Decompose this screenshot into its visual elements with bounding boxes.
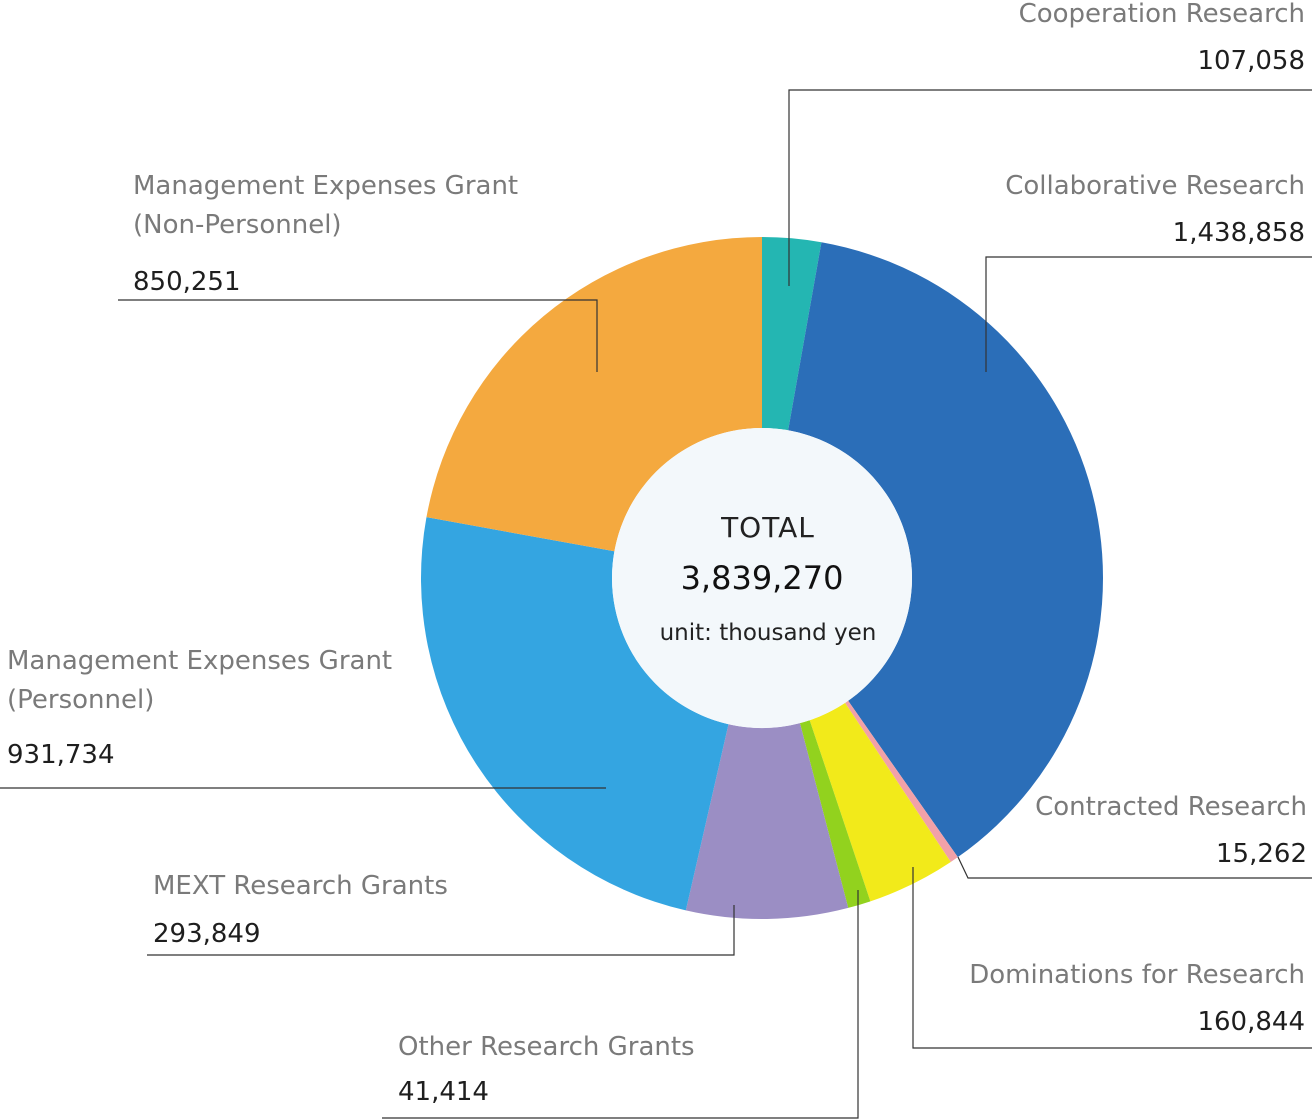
label-name-dominations-for-research: Dominations for Research bbox=[969, 960, 1305, 990]
leader-line-mext-research-grants bbox=[147, 905, 735, 956]
label-value-collaborative-research: 1,438,858 bbox=[1173, 218, 1305, 248]
slice-management-expenses-grant-non-personnel bbox=[426, 237, 762, 552]
label-name-collaborative-research: Collaborative Research bbox=[1005, 171, 1305, 201]
label-value-other-research-grants: 41,414 bbox=[398, 1077, 489, 1107]
leader-line-contracted-research bbox=[957, 856, 1312, 879]
leader-line-management-expenses-grant-non-personnel bbox=[118, 299, 598, 372]
leader-line-collaborative-research bbox=[985, 256, 1312, 372]
slice-cooperation-research bbox=[762, 237, 822, 431]
labels-group: Cooperation Research 107,058 Collaborative… bbox=[7, 0, 1307, 1107]
leader-lines-group bbox=[0, 89, 1312, 1119]
label-value-contracted-research: 15,262 bbox=[1216, 839, 1307, 869]
label-value-cooperation-research: 107,058 bbox=[1197, 46, 1305, 76]
label-name-management-expenses-grant-personnel: Management Expenses Grant bbox=[7, 646, 392, 676]
slice-collaborative-research bbox=[788, 242, 1103, 858]
label-name-contracted-research: Contracted Research bbox=[1035, 792, 1307, 822]
center-total-value: 3,839,270 bbox=[681, 559, 844, 597]
label-name-management-expenses-grant-non-personnel: (Non-Personnel) bbox=[133, 210, 342, 240]
slice-contracted-research bbox=[845, 700, 958, 862]
leader-line-dominations-for-research bbox=[912, 867, 1312, 1049]
label-value-mext-research-grants: 293,849 bbox=[153, 919, 261, 949]
slice-management-expenses-grant-personnel bbox=[421, 517, 729, 911]
label-name-cooperation-research: Cooperation Research bbox=[1019, 0, 1305, 29]
center-unit-label: unit: thousand yen bbox=[660, 620, 877, 646]
label-name-mext-research-grants: MEXT Research Grants bbox=[153, 871, 448, 901]
slices-group bbox=[421, 237, 1103, 919]
label-name-management-expenses-grant-non-personnel: Management Expenses Grant bbox=[133, 171, 518, 201]
slice-dominations-for-research bbox=[809, 702, 951, 902]
label-value-management-expenses-grant-non-personnel: 850,251 bbox=[133, 267, 241, 297]
center-hole bbox=[612, 428, 912, 728]
label-name-management-expenses-grant-personnel: (Personnel) bbox=[7, 685, 154, 715]
leader-line-cooperation-research bbox=[788, 89, 1312, 286]
label-value-dominations-for-research: 160,844 bbox=[1197, 1007, 1305, 1037]
label-value-management-expenses-grant-personnel: 931,734 bbox=[7, 740, 115, 770]
slice-other-research-grants bbox=[799, 720, 871, 908]
leader-line-other-research-grants bbox=[382, 890, 859, 1119]
slice-mext-research-grants bbox=[685, 723, 849, 919]
label-name-other-research-grants: Other Research Grants bbox=[398, 1032, 695, 1062]
center-title: TOTAL bbox=[720, 511, 815, 544]
